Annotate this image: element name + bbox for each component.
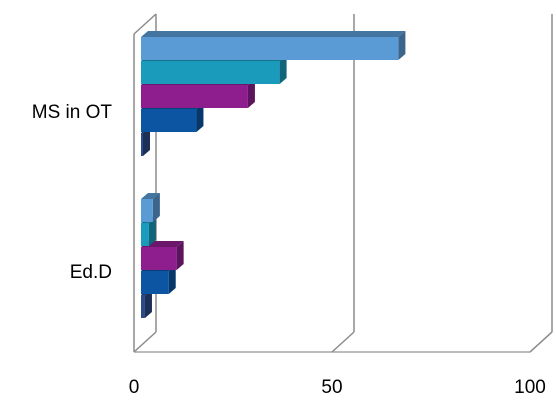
bar — [141, 109, 197, 132]
x-tick-label: 100 — [514, 377, 546, 398]
bar-end — [247, 79, 255, 108]
bar-end — [168, 265, 176, 294]
bar-end — [196, 103, 204, 132]
y-tick-label: MS in OT — [32, 102, 113, 123]
bar-top — [141, 193, 160, 199]
bar-end — [398, 31, 406, 60]
x-tick-label: 0 — [129, 377, 140, 398]
gridline-depth — [331, 331, 355, 353]
bar — [141, 295, 145, 318]
x-tick-label: 50 — [321, 377, 342, 398]
bar — [141, 61, 280, 84]
bar — [141, 133, 143, 156]
bar — [141, 247, 177, 270]
y-tick-label: Ed.D — [70, 262, 112, 283]
gridline-depth — [133, 331, 157, 353]
bar — [141, 223, 149, 246]
bar — [141, 37, 399, 60]
bar — [141, 271, 169, 294]
bar-end — [152, 193, 160, 222]
bars — [141, 31, 406, 318]
bar-end — [148, 217, 156, 246]
bar-end — [143, 127, 150, 156]
side-wall-top — [133, 13, 157, 35]
bar-end — [176, 241, 184, 270]
bar-top — [141, 31, 406, 37]
bar — [141, 85, 248, 108]
axis-labels: 0 50 100 MS in OT Ed.D — [32, 102, 546, 398]
bar — [141, 199, 153, 222]
bar-end — [279, 55, 287, 84]
gridline-depth — [529, 331, 553, 353]
bar-end — [144, 289, 152, 318]
